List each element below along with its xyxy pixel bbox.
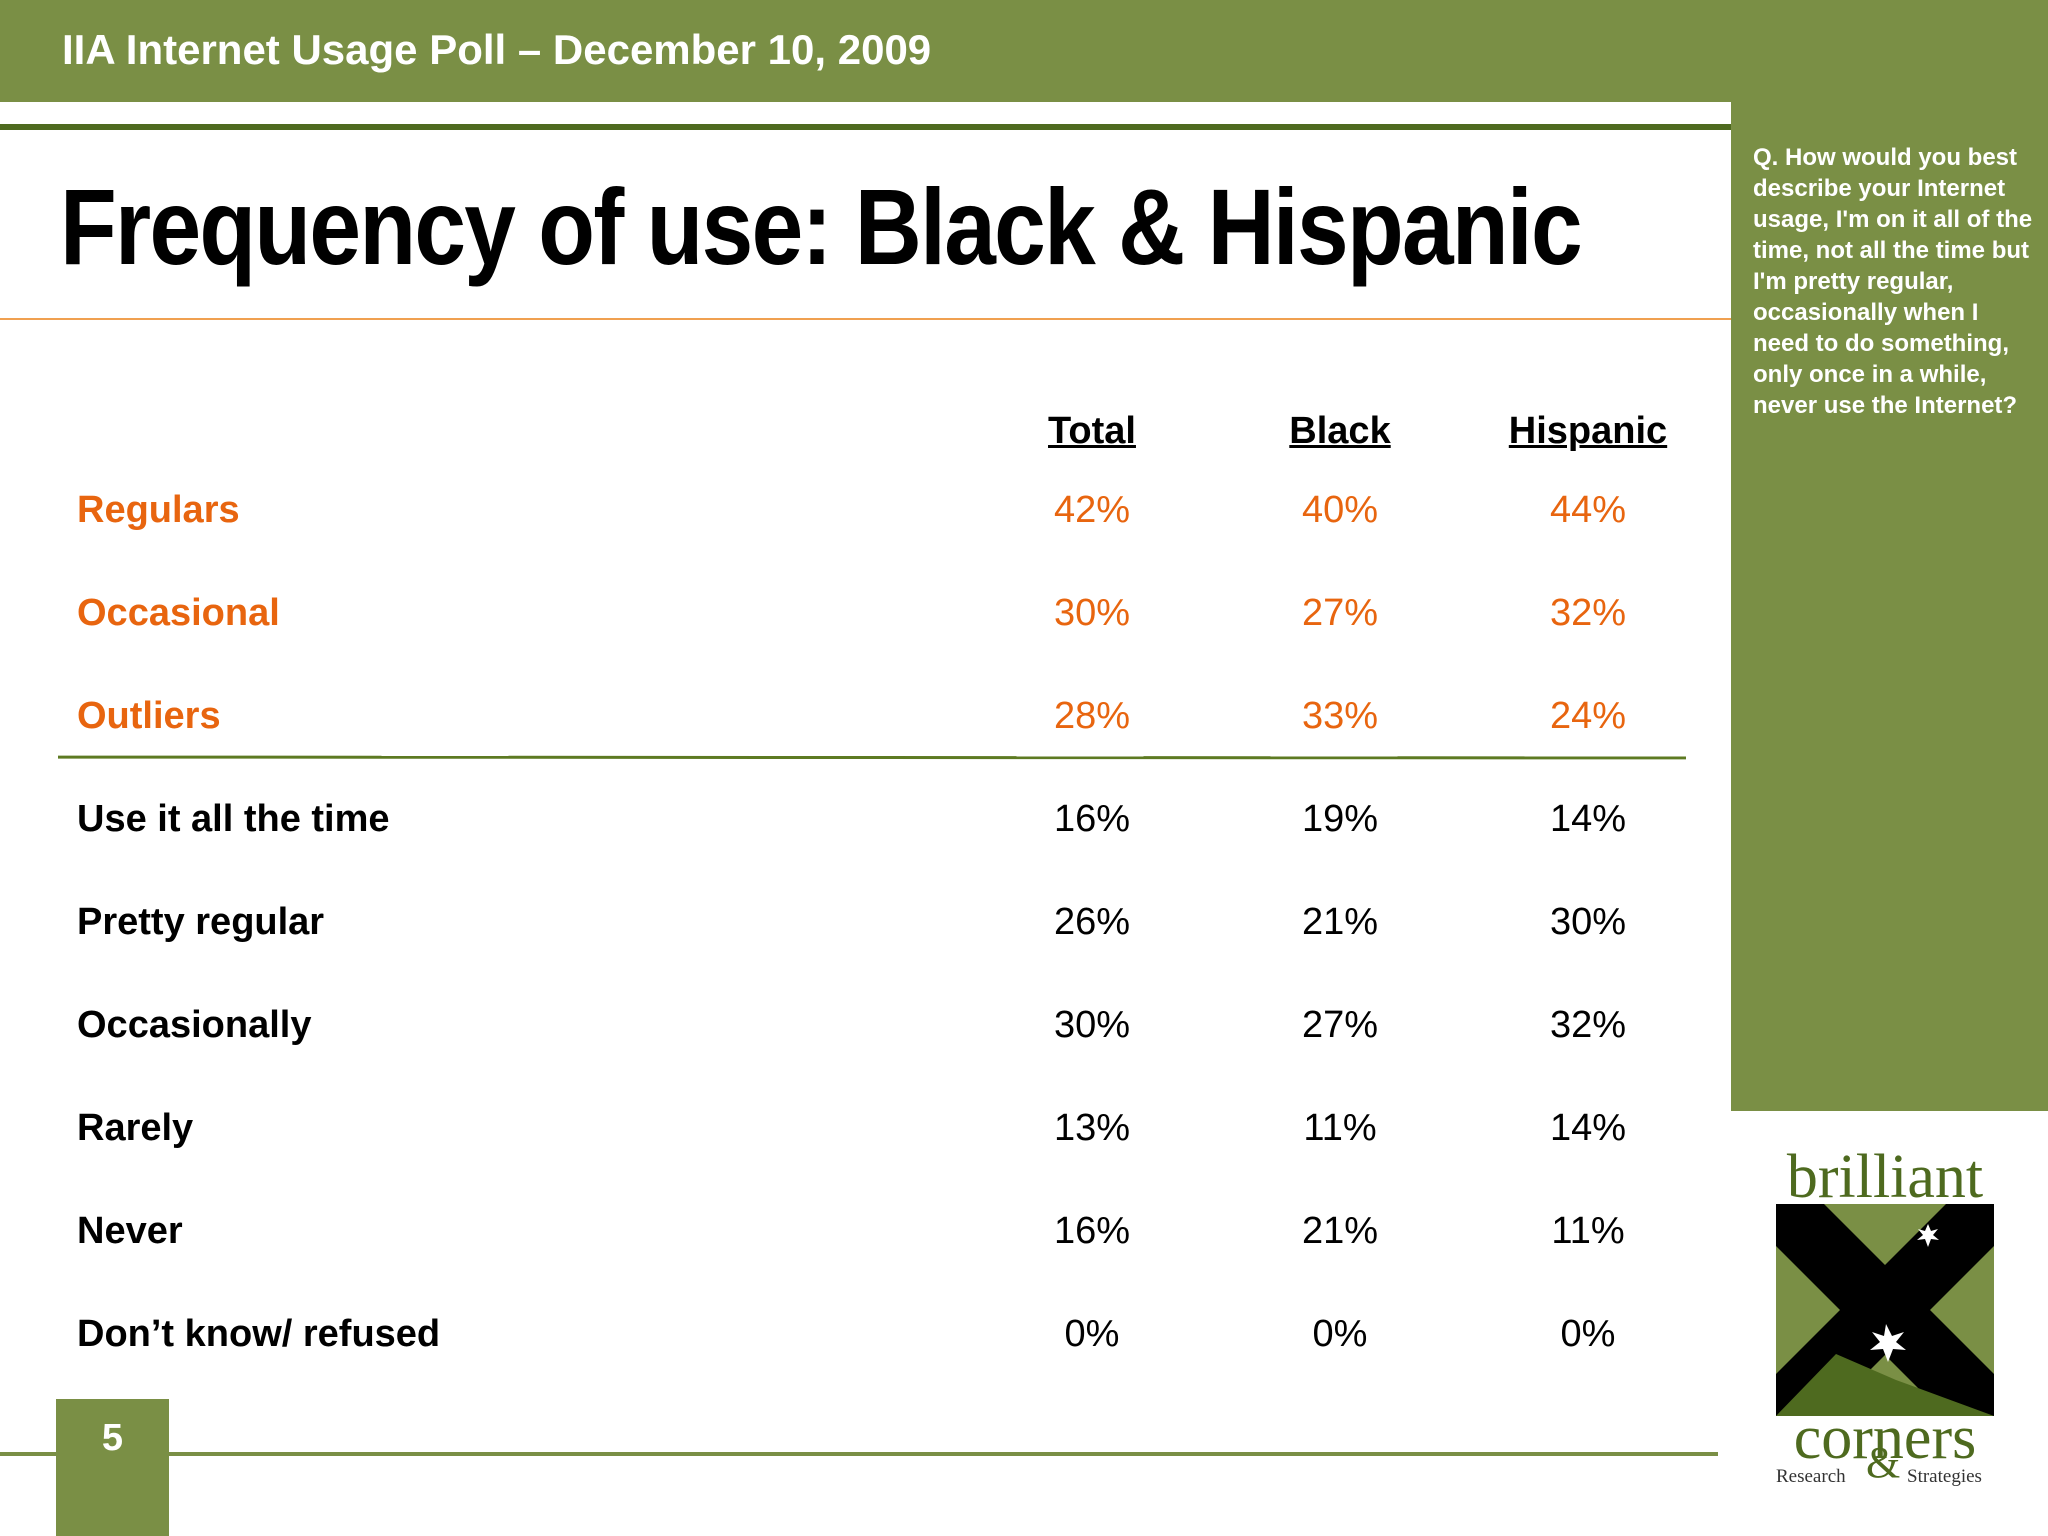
value-black: 11%	[1303, 1107, 1377, 1149]
value-hispanic: 14%	[1549, 1107, 1627, 1149]
value-black: 33%	[1301, 695, 1379, 737]
row-label: Use it all the time	[77, 798, 390, 840]
value-hispanic: 14%	[1549, 798, 1627, 840]
footer-rule	[0, 1452, 1718, 1456]
logo-x-mark-icon	[1776, 1204, 1994, 1416]
value-hispanic: 11%	[1551, 1210, 1625, 1252]
value-black: 27%	[1301, 592, 1379, 634]
row-label: Outliers	[77, 695, 221, 737]
table-row: Outliers 28% 33% 24%	[0, 686, 1731, 746]
value-black: 40%	[1301, 489, 1379, 531]
value-hispanic: 0%	[1560, 1313, 1616, 1355]
logo-word-corners: corners	[1793, 1404, 1977, 1472]
header-rule	[0, 124, 1731, 130]
value-black: 19%	[1301, 798, 1379, 840]
table-row: Occasionally 30% 27% 32%	[0, 995, 1731, 1055]
logo-ampersand: &	[1866, 1438, 1901, 1487]
question-text: Q. How would you best describe your Inte…	[1753, 144, 2033, 419]
table-row: Occasional 30% 27% 32%	[0, 583, 1731, 643]
brilliant-corners-logo: brilliant corners Research & Strategies	[1770, 1142, 2000, 1502]
column-header-black: Black	[1289, 410, 1391, 452]
row-label: Don’t know/ refused	[77, 1313, 441, 1355]
value-total: 42%	[1053, 489, 1131, 531]
row-label: Rarely	[77, 1107, 194, 1149]
column-header-total: Total	[1048, 410, 1136, 452]
side-panel	[1731, 102, 2048, 1111]
row-label: Occasional	[77, 592, 280, 634]
page-number-box: 5	[56, 1399, 169, 1536]
value-total: 30%	[1053, 1004, 1131, 1046]
value-total: 13%	[1053, 1107, 1131, 1149]
value-hispanic: 24%	[1549, 695, 1627, 737]
column-header-hispanic: Hispanic	[1508, 410, 1668, 452]
value-hispanic: 30%	[1549, 901, 1627, 943]
value-total: 28%	[1053, 695, 1131, 737]
title-rule	[0, 318, 1731, 320]
logo-tagline-left: Research	[1776, 1466, 1846, 1487]
value-black: 21%	[1301, 1210, 1379, 1252]
value-total: 26%	[1053, 901, 1131, 943]
value-total: 16%	[1053, 1210, 1131, 1252]
value-hispanic: 44%	[1549, 489, 1627, 531]
value-total: 0%	[1064, 1313, 1120, 1355]
table-divider	[57, 755, 1687, 760]
logo-word-brilliant: brilliant	[1786, 1143, 1984, 1211]
value-hispanic: 32%	[1549, 592, 1627, 634]
table-row: Pretty regular 26% 21% 30%	[0, 892, 1731, 952]
table-row: Rarely 13% 11% 14%	[0, 1098, 1731, 1158]
value-hispanic: 32%	[1549, 1004, 1627, 1046]
slide-title: Frequency of use: Black & Hispanic	[60, 166, 1583, 287]
value-black: 21%	[1301, 901, 1379, 943]
header-bar: IIA Internet Usage Poll – December 10, 2…	[0, 0, 2048, 102]
table-row: Regulars 42% 40% 44%	[0, 480, 1731, 540]
header-title: IIA Internet Usage Poll – December 10, 2…	[62, 26, 932, 73]
row-label: Regulars	[77, 489, 240, 531]
value-total: 16%	[1053, 798, 1131, 840]
row-label: Occasionally	[77, 1004, 312, 1046]
table-row: Never 16% 21% 11%	[0, 1201, 1731, 1261]
logo-tagline-right: Strategies	[1907, 1466, 1982, 1487]
table-row: Use it all the time 16% 19% 14%	[0, 789, 1731, 849]
page-number: 5	[101, 1417, 124, 1459]
value-black: 0%	[1312, 1313, 1368, 1355]
value-black: 27%	[1301, 1004, 1379, 1046]
row-label: Never	[77, 1210, 183, 1252]
row-label: Pretty regular	[77, 901, 325, 943]
table-row: Don’t know/ refused 0% 0% 0%	[0, 1304, 1731, 1364]
value-total: 30%	[1053, 592, 1131, 634]
